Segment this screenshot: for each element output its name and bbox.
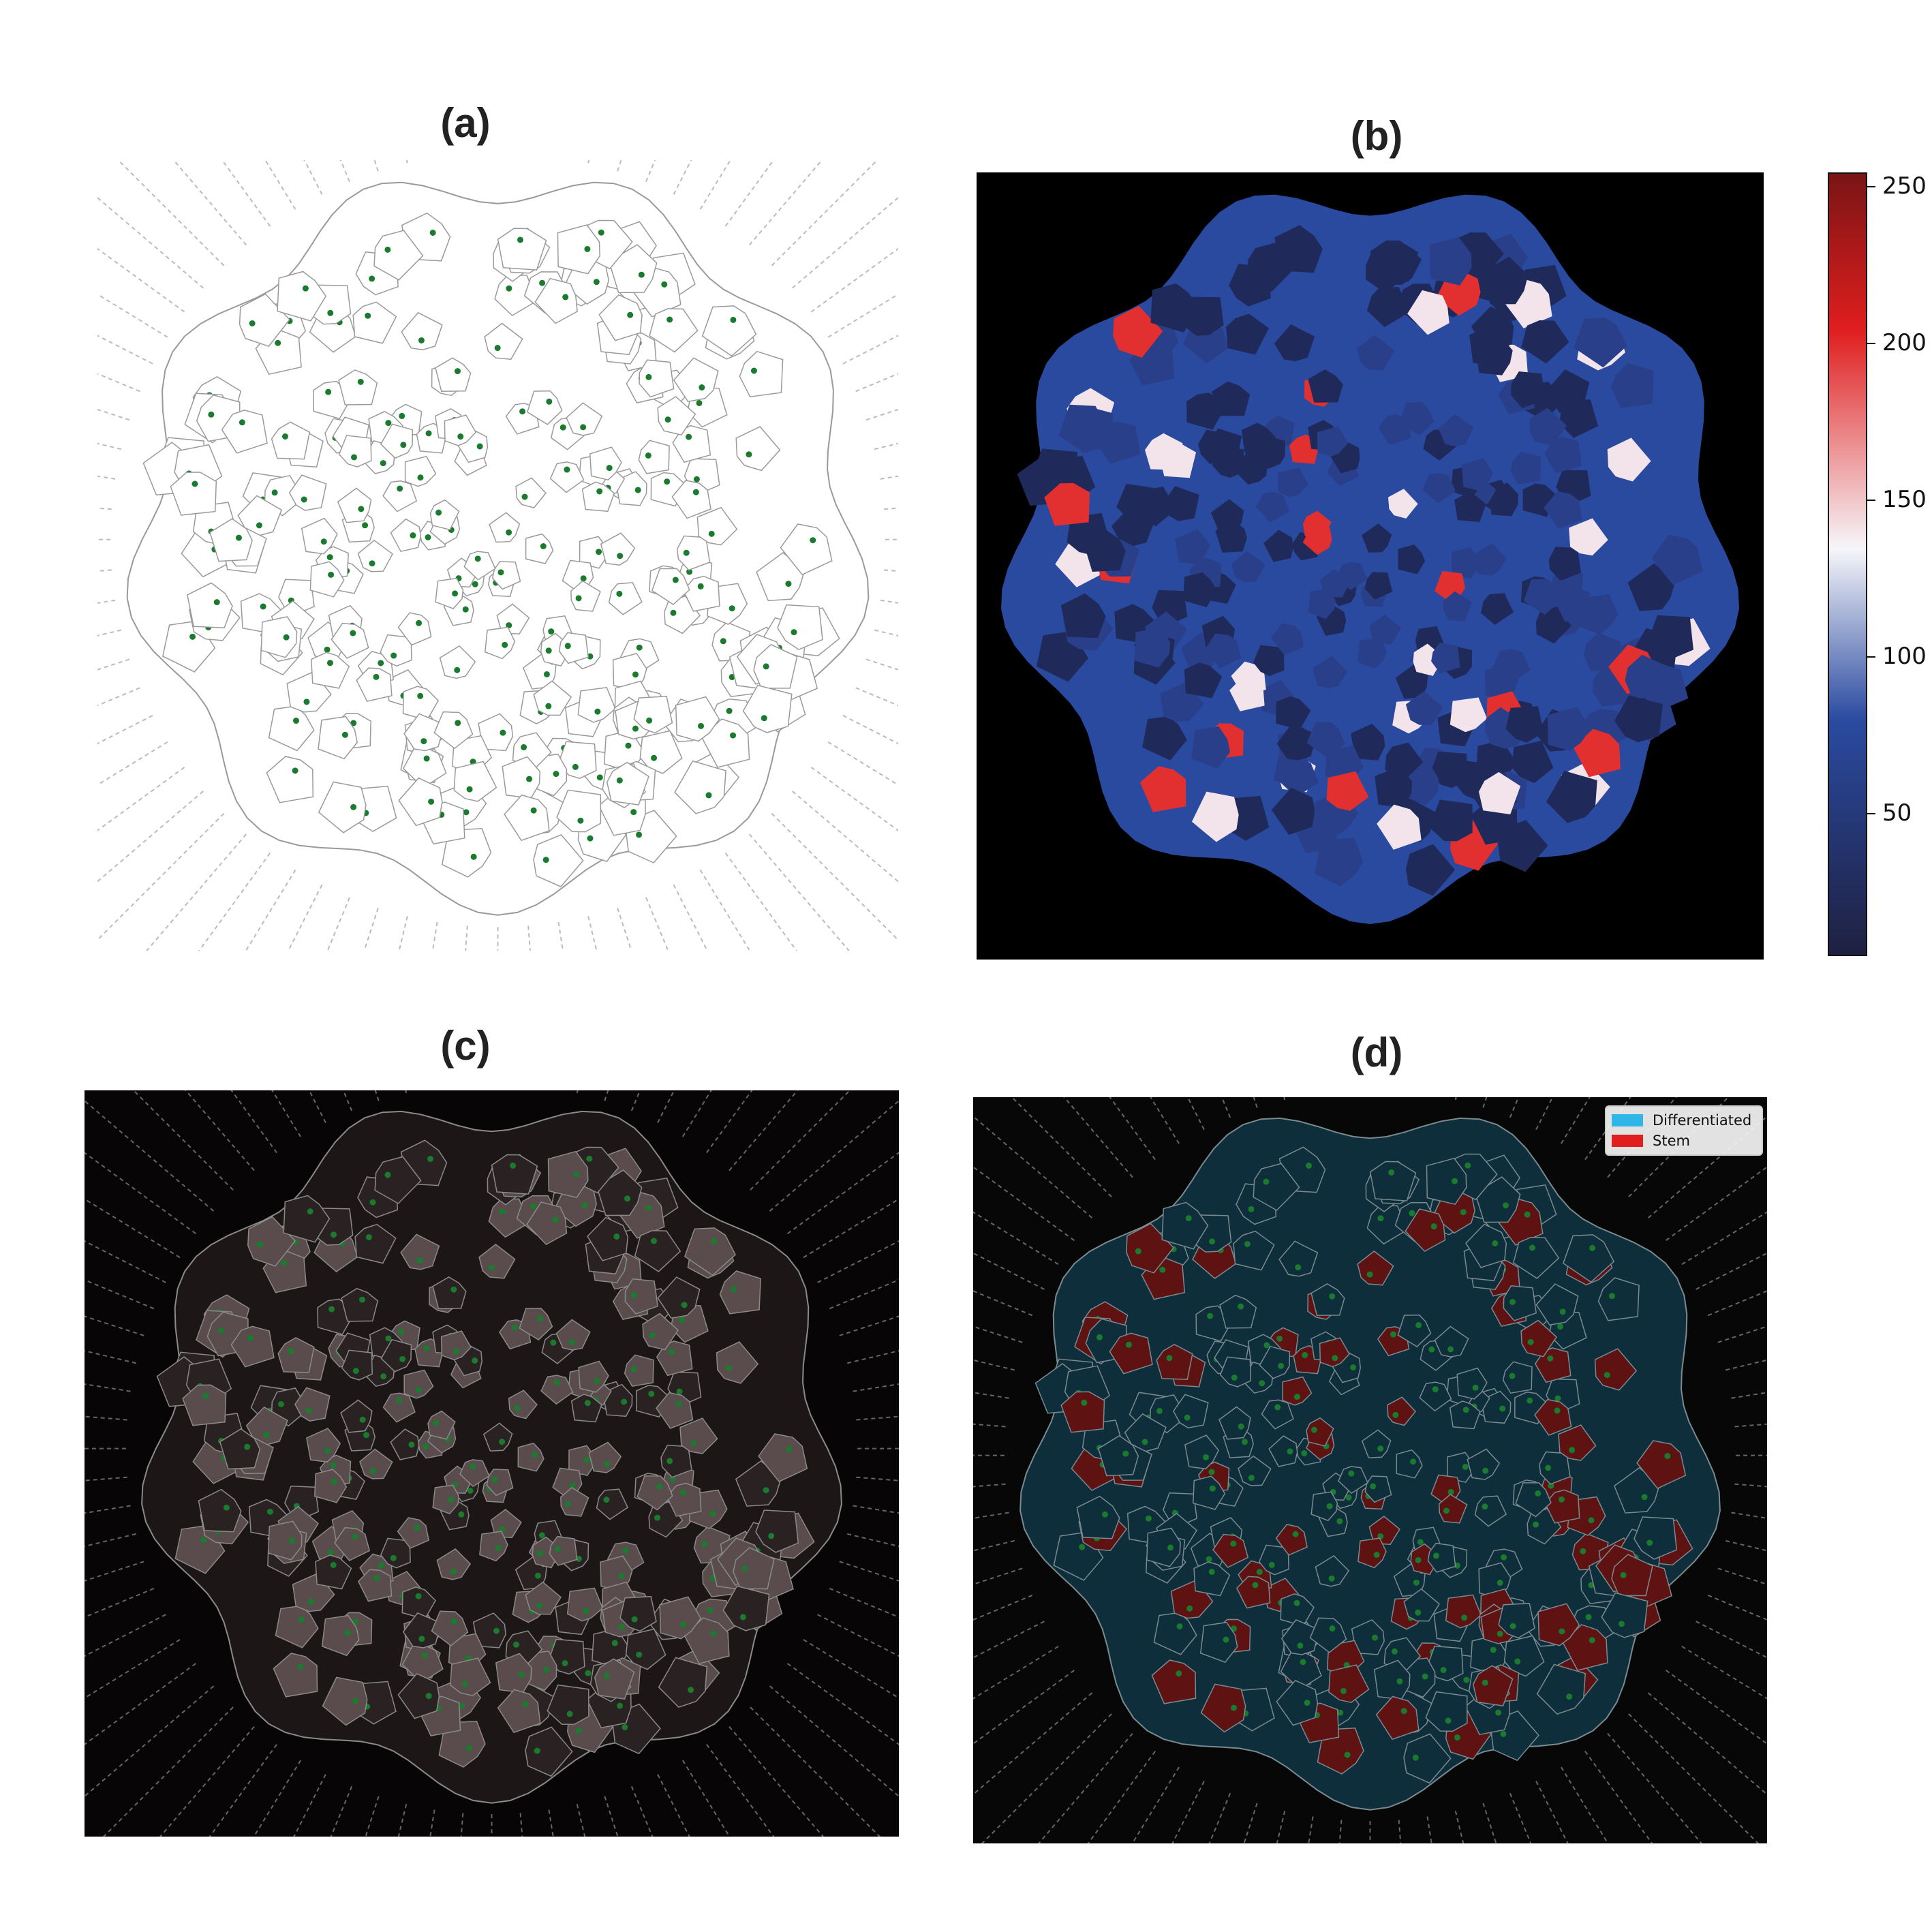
panel-b-title: (b): [1350, 113, 1403, 159]
classification-overlay-panel: [973, 1097, 1767, 1843]
colorbar-tick: 50: [1867, 799, 1929, 827]
panel-d-title: (d): [1350, 1030, 1403, 1075]
colorbar: [1828, 172, 1867, 956]
legend-swatch: [1612, 1114, 1643, 1126]
intensity-heatmap-panel: [977, 172, 1764, 960]
colorbar-tick: 250: [1867, 172, 1929, 200]
voronoi-diagram-panel: [97, 160, 898, 951]
legend-item-differentiated: Differentiated: [1612, 1111, 1751, 1130]
colorbar-tick: 150: [1867, 486, 1929, 513]
legend-label: Differentiated: [1653, 1112, 1752, 1129]
colorbar-tick: 100: [1867, 643, 1929, 670]
legend-item-stem: Stem: [1612, 1131, 1690, 1150]
colorbar-tick: 200: [1867, 329, 1929, 356]
panel-c-title: (c): [440, 1023, 491, 1069]
legend-label: Stem: [1653, 1133, 1690, 1149]
legend: Differentiated Stem: [1605, 1105, 1763, 1156]
legend-swatch: [1612, 1135, 1643, 1147]
panel-a-title: (a): [440, 100, 491, 146]
microscopy-overlay-panel: [85, 1090, 899, 1837]
